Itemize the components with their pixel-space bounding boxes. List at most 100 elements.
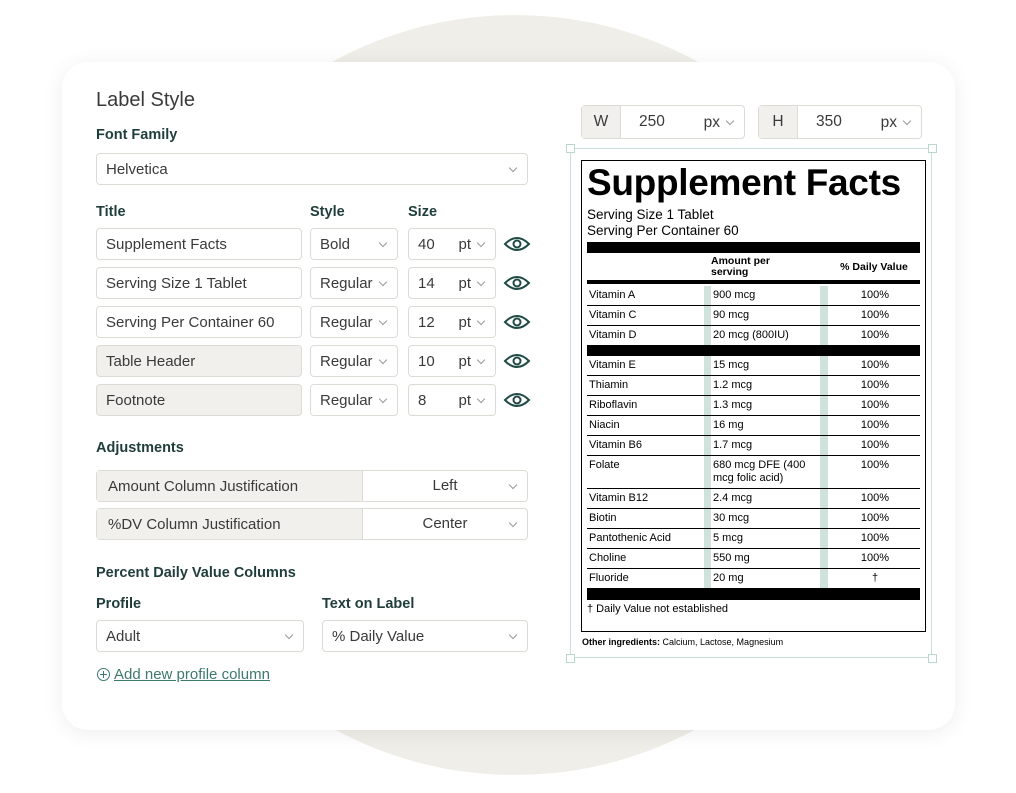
title-input[interactable]: Table Header: [96, 345, 302, 377]
title-input[interactable]: Supplement Facts: [96, 228, 302, 260]
resize-handle[interactable]: [566, 144, 575, 153]
nutrient-name: Vitamin A: [589, 289, 636, 301]
servings: Serving Per Container 60: [587, 223, 739, 238]
nutrient-row: Vitamin E 15 mcg 100%: [587, 356, 920, 376]
nutrient-dv: 100%: [860, 459, 890, 471]
nutrient-amount: 2.4 mcg: [713, 492, 753, 504]
stripe: [704, 376, 711, 395]
value: Table Header: [106, 352, 196, 370]
size-select[interactable]: 14 pt: [408, 267, 496, 299]
stripe: [820, 306, 828, 325]
nutrient-row: Biotin 30 mcg 100%: [587, 509, 920, 529]
add-icon: [97, 668, 110, 681]
stripe: [820, 396, 828, 415]
group-bar: [587, 588, 920, 600]
add-profile-link[interactable]: Add new profile column: [114, 666, 270, 683]
panel-title: Label Style: [96, 89, 195, 111]
chevron: [284, 630, 294, 640]
title-input[interactable]: Footnote: [96, 384, 302, 416]
unit: pt: [458, 236, 471, 253]
stripe: [704, 416, 711, 435]
size-select[interactable]: 10 pt: [408, 345, 496, 377]
chevron: [378, 277, 388, 287]
style-select[interactable]: Bold: [310, 228, 398, 260]
thick-line: [587, 280, 920, 284]
visibility-toggle[interactable]: [503, 312, 531, 332]
size-select[interactable]: 8 pt: [408, 384, 496, 416]
adjustment-select[interactable]: Center: [363, 509, 527, 539]
nutrient-row: Fluoride 20 mg †: [587, 569, 920, 588]
nutrient-name: Folate: [589, 459, 620, 471]
value: Regular: [320, 352, 373, 370]
adjustment-select[interactable]: Left: [363, 471, 527, 501]
style-select[interactable]: Regular: [310, 345, 398, 377]
resize-handle[interactable]: [566, 654, 575, 663]
value: Regular: [320, 274, 373, 292]
stripe: [820, 529, 828, 548]
nutrient-dv: 100%: [860, 512, 890, 524]
title-input[interactable]: Serving Per Container 60: [96, 306, 302, 338]
nutrient-name: Niacin: [589, 419, 620, 431]
visibility-toggle[interactable]: [503, 273, 531, 293]
unit: px: [880, 114, 897, 131]
chevron: [378, 355, 388, 365]
style-select[interactable]: Regular: [310, 267, 398, 299]
dimension-input[interactable]: H 350 px: [758, 105, 922, 139]
value: Supplement Facts: [106, 235, 227, 253]
nutrient-dv: 100%: [860, 289, 890, 301]
nutrient-amount: 680 mcg DFE (400 mcg folic acid): [713, 459, 806, 484]
chevron: [378, 316, 388, 326]
style-select[interactable]: Regular: [310, 306, 398, 338]
stripe: [704, 509, 711, 528]
unit: px: [703, 114, 720, 131]
visibility-toggle[interactable]: [503, 234, 531, 254]
title-input[interactable]: Serving Size 1 Tablet: [96, 267, 302, 299]
visibility-toggle[interactable]: [503, 351, 531, 371]
visibility-toggle[interactable]: [503, 390, 531, 410]
chevron: [476, 316, 486, 326]
style-select[interactable]: Regular: [310, 384, 398, 416]
font-select[interactable]: Helvetica: [96, 153, 528, 185]
profile-select[interactable]: Adult: [96, 620, 304, 652]
value: 12: [418, 313, 435, 331]
stripe: [820, 356, 828, 375]
resize-handle[interactable]: [928, 654, 937, 663]
nutrient-name: Riboflavin: [589, 399, 638, 411]
stripe: [704, 529, 711, 548]
nutrient-amount: 20 mg: [713, 572, 744, 584]
stripe: [704, 286, 711, 305]
value: 8: [418, 391, 427, 409]
stripe: [820, 436, 828, 455]
nutrient-row: Vitamin B12 2.4 mcg 100%: [587, 489, 920, 509]
chevron: [378, 238, 388, 248]
stripe: [704, 569, 711, 588]
unit: pt: [458, 314, 471, 331]
nutrient-row: Thiamin 1.2 mcg 100%: [587, 376, 920, 396]
text-select[interactable]: % Daily Value: [322, 620, 528, 652]
nutrient-name: Thiamin: [589, 379, 629, 391]
size-select[interactable]: 12 pt: [408, 306, 496, 338]
value: 40: [418, 235, 435, 253]
chevron: [476, 355, 486, 365]
stripe: [820, 326, 828, 345]
stripe: [704, 306, 711, 325]
dimension-input[interactable]: W 250 px: [581, 105, 745, 139]
stripe: [820, 489, 828, 508]
chevron: [508, 518, 518, 528]
thick-bar: [587, 242, 920, 253]
nutrient-amount: 20 mcg (800IU): [713, 329, 789, 341]
nutrient-amount: 16 mg: [713, 419, 744, 431]
chevron: [476, 238, 486, 248]
facts-label: Supplement Facts Serving Size 1 Tablet Ser…: [581, 160, 926, 632]
nutrient-row: Vitamin A 900 mcg 100%: [587, 286, 920, 306]
group-bar: [587, 345, 920, 356]
stripe: [820, 456, 828, 488]
plus-v: [103, 671, 104, 678]
size-select[interactable]: 40 pt: [408, 228, 496, 260]
nutrient-name: Vitamin E: [589, 359, 636, 371]
nutrient-amount: 1.7 mcg: [713, 439, 753, 451]
nutrient-name: Vitamin C: [589, 309, 637, 321]
resize-handle[interactable]: [928, 144, 937, 153]
amount-header: Amount per serving: [711, 254, 770, 278]
